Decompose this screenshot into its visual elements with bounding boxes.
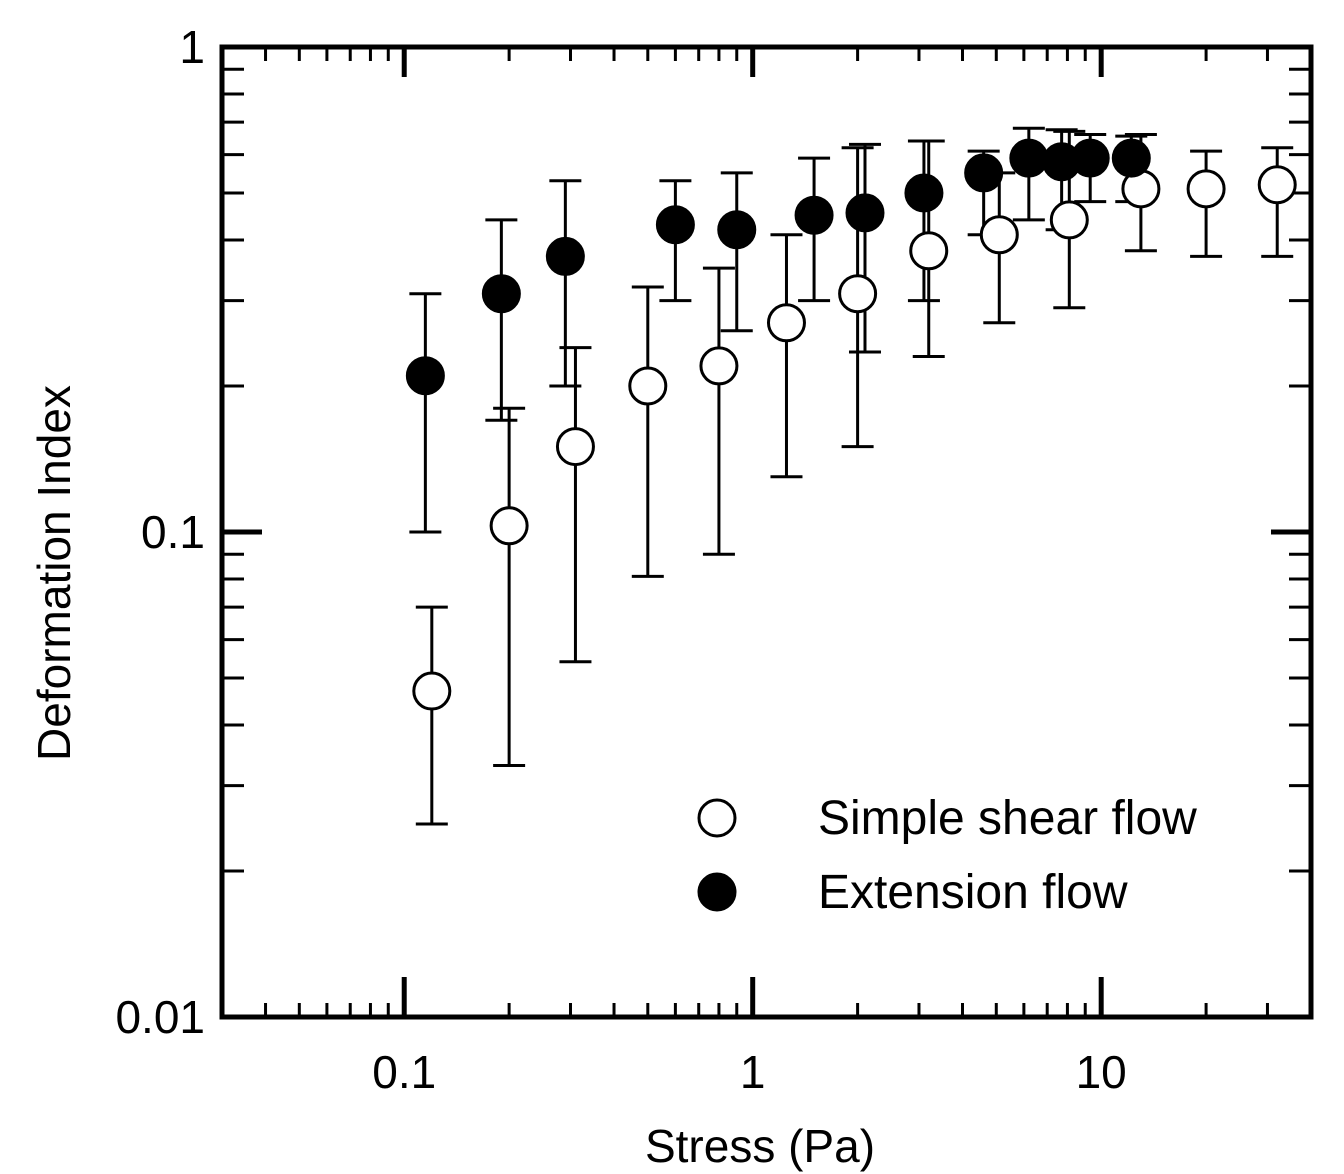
extension-flow-point [1070, 138, 1110, 178]
simple-shear-flow-point [979, 215, 1019, 255]
error-bars [409, 126, 1294, 826]
simple-shear-flow-point [1186, 169, 1226, 209]
extension-flow-point [1009, 138, 1049, 178]
extension-flow-point [904, 173, 944, 213]
simple-shear-flow-point [1049, 200, 1089, 240]
simple-shear-flow-point [489, 506, 529, 546]
simple-shear-flow-point [838, 274, 878, 314]
legend-extension-flow-marker [697, 872, 737, 912]
simple-shear-flow-point [555, 427, 595, 467]
plot-frame [219, 44, 1314, 1020]
extension-flow-point [1111, 138, 1151, 178]
extension-flow-point [845, 193, 885, 233]
legend: Simple shear flow Extension flow [697, 792, 1197, 919]
x-tick-label: 10 [1076, 1046, 1127, 1098]
extension-flow-point [964, 153, 1004, 193]
legend-simple-shear-flow-label: Simple shear flow [818, 792, 1197, 845]
simple-shear-flow-point [628, 366, 668, 406]
extension-flow-point [545, 236, 585, 276]
simple-shear-flow-point [1257, 165, 1297, 205]
extension-flow-point [655, 205, 695, 245]
simple-shear-flow-point [699, 346, 739, 386]
legend-extension-flow-label: Extension flow [818, 866, 1128, 919]
extension-flow-point [717, 210, 757, 250]
data-markers [405, 138, 1297, 711]
x-tick-label: 1 [740, 1046, 766, 1098]
simple-shear-flow-point [412, 671, 452, 711]
x-tick-label: 0.1 [372, 1046, 436, 1098]
extension-flow-point [794, 195, 834, 235]
extension-flow-point [405, 356, 445, 396]
y-tick-label: 0.01 [115, 991, 205, 1043]
y-tick-label: 0.1 [141, 506, 205, 558]
simple-shear-flow-point [909, 231, 949, 271]
simple-shear-flow-point [766, 303, 806, 343]
x-axis-label: Stress (Pa) [645, 1120, 875, 1172]
legend-simple-shear-flow-marker [697, 798, 737, 838]
tick-labels: 0.1 1 10 0.01 0.1 1 [115, 21, 1126, 1098]
y-axis-label: Deformation Index [28, 385, 80, 761]
extension-flow-point [481, 274, 521, 314]
y-tick-label: 1 [179, 21, 205, 73]
